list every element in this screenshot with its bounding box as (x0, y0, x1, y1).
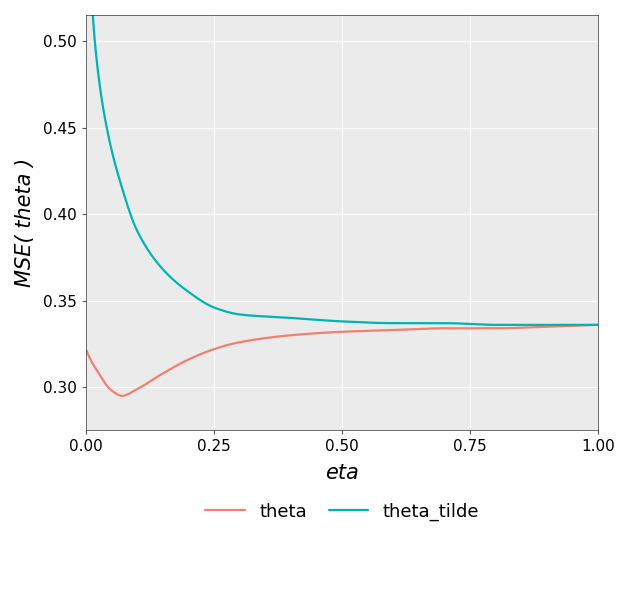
theta (580, 322, 587, 329)
theta_tilde (331, 318, 339, 325)
Line: theta_tilde: theta_tilde (87, 0, 598, 325)
Y-axis label: MSE( theta ): MSE( theta ) (15, 158, 35, 287)
theta (594, 321, 602, 328)
theta_tilde (580, 321, 587, 328)
theta (486, 325, 493, 332)
theta_tilde (594, 321, 602, 328)
theta_tilde (492, 321, 500, 328)
theta (318, 329, 326, 336)
theta (332, 328, 340, 336)
theta (118, 392, 126, 399)
theta (109, 388, 117, 395)
theta_tilde (109, 152, 117, 159)
theta_tilde (486, 321, 493, 328)
theta_tilde (580, 321, 587, 328)
Legend: theta, theta_tilde: theta, theta_tilde (196, 493, 488, 530)
theta (580, 322, 587, 329)
theta_tilde (318, 316, 326, 324)
theta (83, 347, 91, 355)
X-axis label: eta: eta (325, 463, 359, 483)
Line: theta: theta (87, 325, 598, 396)
